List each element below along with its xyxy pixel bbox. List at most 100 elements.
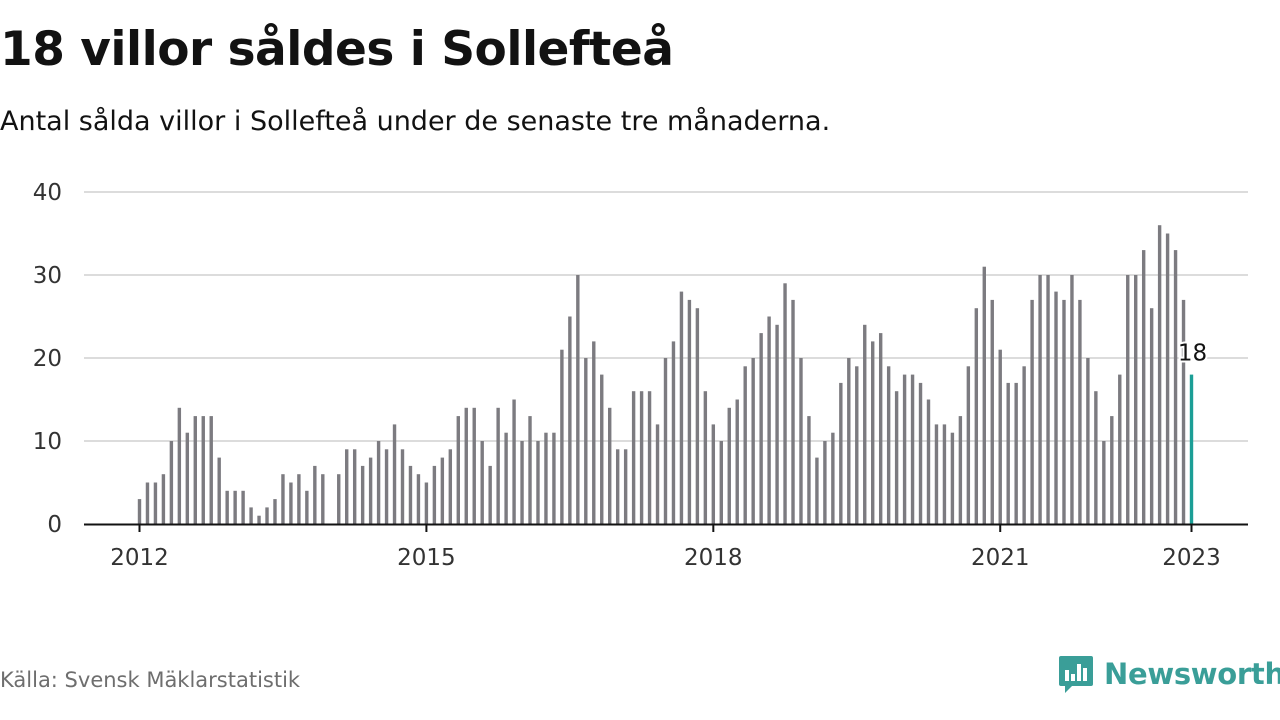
- y-tick-label: 30: [33, 263, 62, 289]
- bar: [791, 299, 795, 524]
- bar: [480, 441, 484, 524]
- bar: [990, 299, 994, 524]
- bar: [1022, 366, 1026, 524]
- bar: [281, 474, 285, 524]
- bar: [440, 457, 445, 524]
- bar: [886, 366, 891, 524]
- x-tick-label: 2021: [971, 545, 1030, 571]
- bar: [1030, 299, 1034, 524]
- bar: [313, 465, 317, 524]
- bar: [512, 399, 516, 524]
- bar: [472, 407, 476, 524]
- bar: [384, 449, 389, 524]
- bar: [392, 424, 397, 524]
- bar: [528, 416, 532, 524]
- bar: [671, 341, 676, 524]
- bar: [504, 432, 508, 524]
- bar: [376, 441, 381, 524]
- bar: [544, 432, 548, 524]
- bar: [1078, 299, 1082, 524]
- bar: [464, 407, 468, 524]
- bar: [400, 449, 405, 524]
- bar: [910, 374, 915, 524]
- bar: [703, 391, 708, 524]
- bar: [600, 374, 604, 524]
- bar: [1149, 308, 1154, 524]
- bar: [1118, 374, 1122, 524]
- bar: [663, 358, 668, 524]
- page-subtitle: Antal sålda villor i Sollefteå under de …: [0, 106, 831, 137]
- bar: [759, 333, 763, 524]
- bar: [998, 349, 1002, 524]
- bar: [496, 407, 500, 524]
- bar: [982, 266, 986, 524]
- bar: [185, 432, 190, 524]
- bar: [894, 391, 899, 524]
- page-title: 18 villor såldes i Sollefteå: [0, 22, 674, 77]
- bar: [687, 299, 692, 524]
- bar: [1014, 382, 1018, 524]
- bar: [615, 449, 620, 524]
- bar: [360, 465, 365, 524]
- bar: [273, 499, 277, 524]
- bar: [1157, 225, 1162, 524]
- bar: [584, 358, 588, 524]
- bar: [863, 324, 867, 524]
- bar: [1173, 250, 1178, 524]
- source-note: Källa: Svensk Mäklarstatistik: [0, 668, 301, 692]
- bar: [568, 316, 572, 524]
- bar: [432, 465, 437, 524]
- bar: [241, 490, 245, 524]
- bar: [416, 474, 421, 524]
- bar: [608, 407, 612, 524]
- y-tick-label: 10: [33, 429, 62, 455]
- y-tick-label: 40: [33, 180, 62, 206]
- bar: [1126, 275, 1130, 524]
- bar: [871, 341, 875, 524]
- bar: [408, 465, 413, 524]
- bar: [153, 482, 158, 524]
- bar: [639, 391, 644, 524]
- bar: [839, 382, 843, 524]
- bar: [345, 449, 349, 524]
- bar: [751, 358, 755, 524]
- bar: [815, 457, 819, 524]
- bar: [719, 441, 723, 524]
- bar: [552, 432, 556, 524]
- bar: [1054, 291, 1058, 524]
- bar: [679, 291, 684, 524]
- bar: [855, 366, 859, 524]
- bar: [1046, 275, 1050, 524]
- bar: [225, 490, 229, 524]
- bar: [488, 465, 492, 524]
- bar: [918, 382, 923, 524]
- bar: [655, 424, 660, 524]
- bar: [767, 316, 771, 524]
- brand-logo: Newsworthy: [1058, 654, 1280, 694]
- bar: [448, 449, 453, 524]
- bar: [456, 416, 460, 524]
- bar: [337, 474, 341, 524]
- bar: [1038, 275, 1042, 524]
- bar: [201, 416, 205, 524]
- bar-chart: 0 10 20 30 40 18 2012 2015 2018 2021 2023: [33, 180, 1248, 571]
- bar: [265, 507, 269, 524]
- y-tick-label: 20: [33, 346, 62, 372]
- bar: [576, 275, 580, 524]
- bar: [974, 308, 979, 524]
- bar: [1070, 275, 1074, 524]
- bar: [352, 449, 357, 524]
- bar: [209, 416, 213, 524]
- bar: [647, 391, 652, 524]
- bar: [695, 308, 700, 524]
- bar: [424, 482, 429, 524]
- bar: [145, 482, 150, 524]
- y-tick-label: 0: [47, 512, 62, 538]
- bar: [966, 366, 971, 524]
- bar: [1134, 275, 1138, 524]
- bar: [536, 441, 540, 524]
- bar: [623, 449, 628, 524]
- bar: [177, 407, 182, 524]
- bar: [1141, 250, 1146, 524]
- bar: [1086, 358, 1090, 524]
